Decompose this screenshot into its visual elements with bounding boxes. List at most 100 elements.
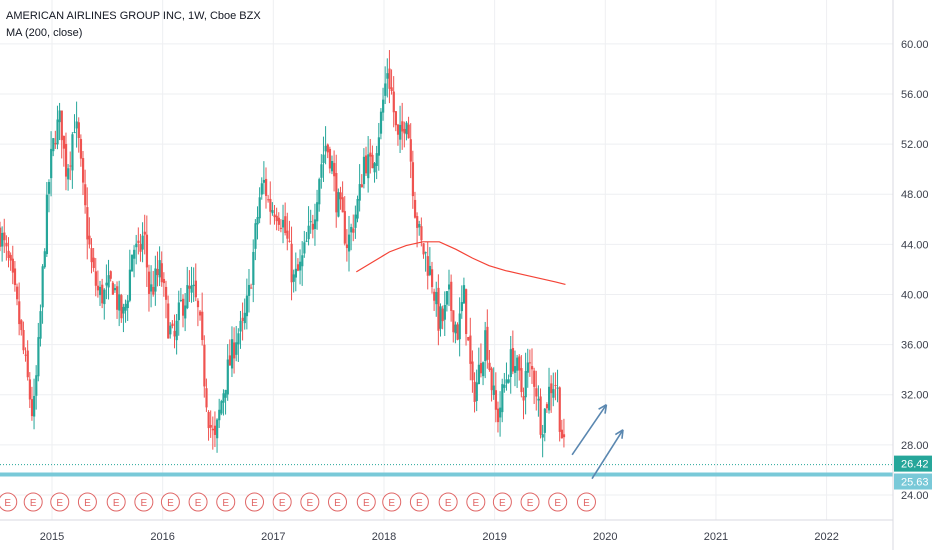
earnings-marker[interactable]: E bbox=[356, 492, 376, 512]
candle bbox=[475, 369, 478, 412]
candle bbox=[62, 135, 66, 167]
candle bbox=[469, 317, 472, 381]
candle bbox=[433, 288, 436, 311]
candle bbox=[103, 288, 106, 320]
candle bbox=[81, 150, 85, 196]
candle bbox=[0, 221, 2, 252]
candle bbox=[184, 293, 187, 332]
candle bbox=[220, 399, 223, 416]
candle bbox=[16, 283, 19, 306]
candle bbox=[558, 386, 561, 442]
candle bbox=[39, 304, 42, 347]
y-tick-label: 32.00 bbox=[901, 390, 929, 402]
earnings-marker[interactable]: E bbox=[492, 492, 512, 512]
candle bbox=[262, 161, 266, 195]
candle bbox=[460, 285, 463, 319]
svg-text:E: E bbox=[307, 498, 314, 509]
candle bbox=[503, 372, 506, 393]
candle bbox=[426, 241, 429, 290]
candle bbox=[169, 322, 172, 339]
svg-text:E: E bbox=[554, 498, 561, 509]
candle bbox=[439, 303, 442, 337]
candle bbox=[339, 186, 342, 210]
candle bbox=[147, 264, 151, 312]
candle bbox=[154, 255, 157, 306]
candle bbox=[509, 335, 512, 394]
y-tick-label: 28.00 bbox=[901, 440, 929, 452]
candle bbox=[69, 151, 72, 181]
candle bbox=[186, 266, 189, 310]
candle bbox=[218, 398, 221, 428]
earnings-marker[interactable]: E bbox=[576, 492, 596, 512]
candle bbox=[294, 252, 297, 292]
arrow-annotation[interactable] bbox=[591, 429, 624, 480]
svg-text:E: E bbox=[416, 498, 423, 509]
earnings-marker[interactable]: E bbox=[50, 492, 70, 512]
candle bbox=[303, 230, 306, 258]
earnings-marker[interactable]: E bbox=[160, 492, 180, 512]
earnings-marker[interactable]: E bbox=[548, 492, 568, 512]
candle bbox=[1, 226, 4, 262]
y-tick-label: 44.00 bbox=[901, 239, 929, 251]
candle bbox=[516, 354, 519, 388]
earnings-marker[interactable]: E bbox=[216, 492, 236, 512]
earnings-marker[interactable]: E bbox=[23, 492, 43, 512]
earnings-marker[interactable]: E bbox=[106, 492, 126, 512]
candle bbox=[484, 321, 487, 379]
candle bbox=[79, 134, 83, 167]
candle bbox=[56, 105, 59, 150]
time-axis[interactable]: 2015 2016 2017 2018 2019 2020 2021 2022 bbox=[0, 519, 893, 543]
earnings-marker[interactable]: E bbox=[382, 492, 402, 512]
candle bbox=[250, 283, 253, 289]
candle bbox=[24, 347, 27, 362]
candle bbox=[358, 164, 361, 212]
candle bbox=[307, 206, 310, 246]
candle bbox=[392, 76, 395, 128]
candle bbox=[365, 146, 368, 176]
arrow-annotations bbox=[571, 404, 624, 480]
candle bbox=[128, 249, 132, 303]
candle bbox=[75, 101, 78, 148]
candle bbox=[443, 291, 446, 337]
candle bbox=[324, 126, 327, 165]
candle bbox=[352, 214, 355, 242]
candle bbox=[58, 102, 61, 141]
ma-200-line bbox=[356, 241, 566, 286]
earnings-marker[interactable]: E bbox=[188, 492, 208, 512]
svg-text:E: E bbox=[30, 498, 37, 509]
y-tick-label: 24.00 bbox=[901, 490, 929, 502]
candle bbox=[543, 407, 546, 442]
candle bbox=[196, 298, 200, 327]
candle bbox=[479, 343, 483, 378]
candle bbox=[305, 231, 308, 243]
candle bbox=[554, 372, 557, 401]
earnings-marker[interactable]: E bbox=[0, 492, 18, 512]
price-axis[interactable]: 24.00 28.00 32.00 36.00 40.00 44.00 48.00 52.00… bbox=[892, 0, 932, 550]
candle bbox=[405, 121, 408, 141]
arrow-annotation[interactable] bbox=[571, 404, 608, 456]
earnings-marker[interactable]: E bbox=[520, 492, 540, 512]
y-tick-label: 40.00 bbox=[901, 289, 929, 301]
candle bbox=[254, 219, 257, 261]
candle bbox=[341, 181, 344, 213]
candle bbox=[188, 270, 191, 302]
candle bbox=[233, 327, 236, 374]
earnings-marker[interactable]: E bbox=[300, 492, 320, 512]
earnings-marker[interactable]: E bbox=[438, 492, 458, 512]
candle bbox=[73, 114, 76, 134]
earnings-marker[interactable]: E bbox=[77, 492, 97, 512]
candle bbox=[160, 251, 163, 287]
earnings-marker[interactable]: E bbox=[328, 492, 348, 512]
candle bbox=[94, 258, 97, 297]
candle bbox=[413, 191, 417, 219]
earnings-marker[interactable]: E bbox=[409, 492, 429, 512]
candle bbox=[118, 280, 121, 327]
earnings-marker[interactable]: E bbox=[272, 492, 292, 512]
candle bbox=[524, 352, 527, 415]
earnings-marker[interactable]: E bbox=[134, 492, 154, 512]
earnings-marker[interactable]: E bbox=[466, 492, 486, 512]
candle bbox=[179, 287, 183, 303]
candle bbox=[30, 386, 34, 421]
earnings-marker[interactable]: E bbox=[245, 492, 265, 512]
